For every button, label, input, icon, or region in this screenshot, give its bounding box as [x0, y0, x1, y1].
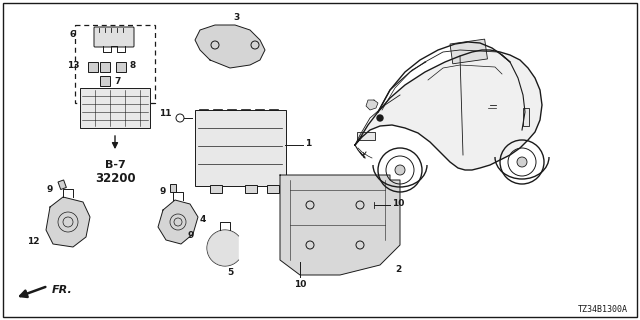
Text: 3: 3	[234, 13, 240, 22]
Bar	[523, 108, 529, 126]
Bar	[170, 184, 176, 192]
Text: 5: 5	[227, 268, 233, 277]
Text: FR.: FR.	[52, 285, 73, 295]
Text: 6: 6	[70, 30, 76, 39]
Circle shape	[395, 165, 405, 175]
Text: 9: 9	[47, 186, 53, 195]
Bar	[75, 25, 155, 103]
Text: TZ34B1300A: TZ34B1300A	[578, 305, 628, 314]
Text: 7: 7	[114, 77, 120, 86]
FancyBboxPatch shape	[195, 109, 285, 186]
Bar	[100, 62, 110, 72]
Bar	[267, 185, 279, 193]
Circle shape	[377, 115, 383, 121]
Bar	[245, 185, 257, 193]
Text: 10: 10	[294, 280, 306, 289]
Polygon shape	[280, 175, 400, 275]
Bar	[450, 39, 488, 64]
Text: 12: 12	[28, 237, 40, 246]
Polygon shape	[355, 50, 542, 170]
Polygon shape	[158, 200, 198, 244]
Polygon shape	[46, 197, 90, 247]
Polygon shape	[195, 25, 265, 68]
Text: 1: 1	[305, 140, 311, 148]
Circle shape	[517, 157, 527, 167]
Bar	[100, 76, 110, 86]
Bar	[210, 185, 222, 193]
Polygon shape	[207, 230, 239, 266]
Text: 4: 4	[200, 215, 206, 225]
Text: B-7: B-7	[104, 160, 125, 170]
Text: 32200: 32200	[95, 172, 135, 185]
Bar	[357, 132, 375, 140]
Text: 2: 2	[395, 266, 401, 275]
Text: 8: 8	[130, 60, 136, 69]
Text: 9: 9	[160, 188, 166, 196]
FancyBboxPatch shape	[94, 27, 134, 47]
Bar	[116, 62, 126, 72]
Bar	[58, 180, 67, 189]
FancyBboxPatch shape	[80, 88, 150, 128]
Bar	[88, 62, 98, 72]
Text: 11: 11	[159, 109, 172, 118]
Text: 13: 13	[67, 60, 80, 69]
Polygon shape	[366, 100, 378, 110]
Text: 10: 10	[392, 198, 404, 207]
Text: 9: 9	[188, 231, 195, 241]
